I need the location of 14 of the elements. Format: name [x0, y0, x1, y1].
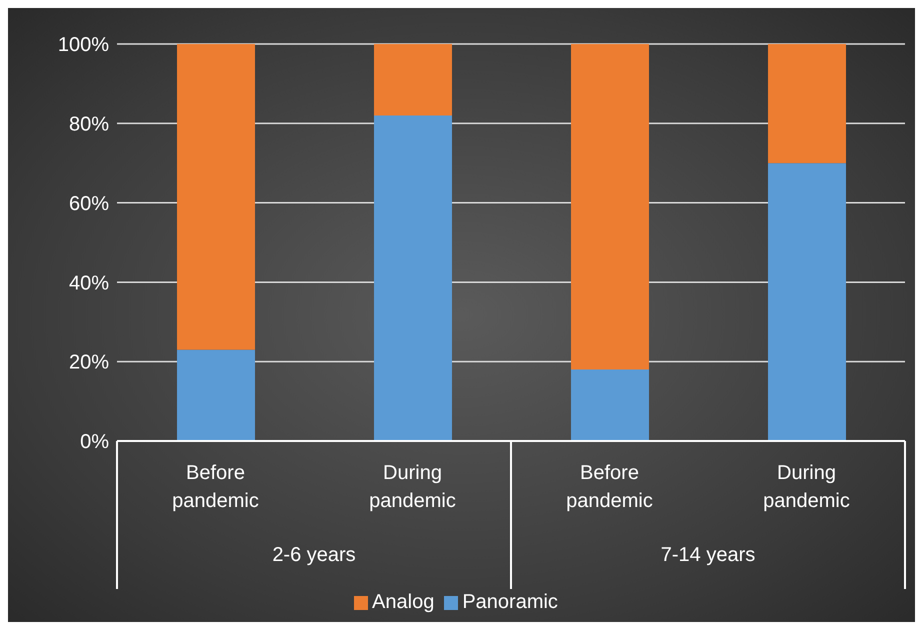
- x-tick-label: Before pandemic: [566, 462, 653, 512]
- x-tick-label: During pandemic: [763, 462, 850, 512]
- y-tick-label: 60%: [68, 192, 110, 215]
- x-tick-label: Before pandemic: [172, 462, 259, 512]
- y-tick-label: 20%: [68, 352, 110, 374]
- text: 2-6 years: [272, 544, 356, 566]
- legend-label: Analog: [372, 591, 434, 613]
- y-tick-label: 0%: [80, 431, 110, 454]
- legend-label: Panoramic: [462, 591, 558, 613]
- y-tick-label: 40%: [68, 272, 110, 294]
- y-tick-label: 80%: [68, 114, 110, 136]
- y-tick-label: 100%: [58, 34, 110, 56]
- x-tick-label: During pandemic: [369, 462, 456, 512]
- text: 7-14 years: [660, 544, 756, 566]
